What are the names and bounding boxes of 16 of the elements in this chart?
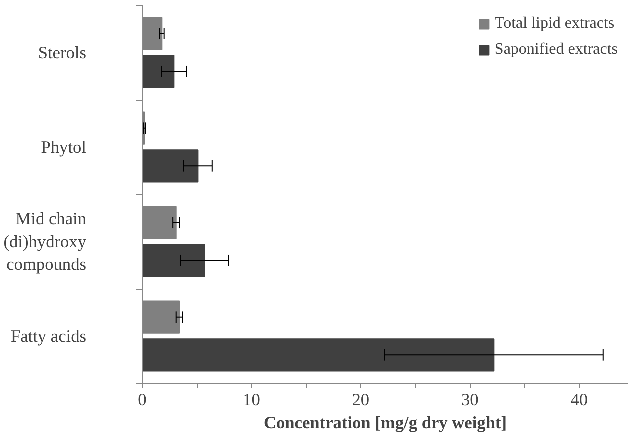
x-tick-label: 10: [243, 390, 260, 410]
legend-label: Total lipid extracts: [494, 15, 615, 33]
x-tick-label: 40: [570, 390, 588, 410]
x-axis-title: Concentration [mg/g dry weight]: [264, 414, 508, 432]
y-tick-label: Sterols: [38, 43, 87, 62]
y-tick-label: Fatty acids: [10, 326, 87, 346]
x-tick-label: 0: [138, 390, 147, 410]
bar: [142, 244, 206, 278]
y-tick-label: Phytol: [41, 138, 87, 157]
bar: [142, 338, 495, 372]
bar: [142, 150, 199, 183]
x-tick-label: 30: [461, 390, 479, 410]
x-tick-label: 20: [352, 390, 370, 410]
legend-label: Saponified extracts: [494, 41, 618, 59]
bar: [142, 55, 175, 88]
y-tick-label: Mid chain (di)hydroxy compounds: [4, 209, 87, 274]
